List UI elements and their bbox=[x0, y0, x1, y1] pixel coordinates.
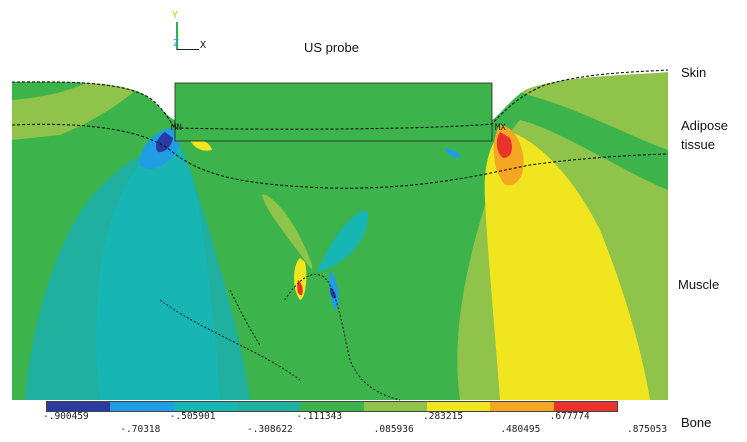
legend-swatch bbox=[47, 402, 111, 411]
contour-accent-left bbox=[190, 139, 212, 151]
z-axis-label: Z bbox=[173, 38, 180, 49]
contour-center-red bbox=[297, 280, 303, 296]
contour-center-left-lobe bbox=[262, 194, 312, 270]
skin-label: Skin bbox=[681, 65, 707, 80]
legend-lower-value: -.308622 bbox=[247, 424, 293, 435]
contour-left-min bbox=[156, 132, 173, 153]
legend-lower-value: -.70318 bbox=[120, 424, 161, 435]
legend-swatch bbox=[490, 402, 554, 411]
skin-boundary bbox=[11, 69, 669, 130]
contour-center-blue bbox=[329, 270, 339, 310]
legend-upper-value: .283215 bbox=[423, 411, 464, 422]
legend-lower-value: .875053 bbox=[627, 424, 668, 435]
adipose-boundary bbox=[11, 123, 669, 189]
y-axis-label: Y bbox=[172, 10, 179, 21]
legend-lower-value: .085936 bbox=[373, 424, 414, 435]
x-axis-label: X bbox=[200, 40, 207, 51]
contour-right-max bbox=[496, 132, 512, 158]
min-marker: MN bbox=[171, 123, 182, 133]
skin-cutout bbox=[12, 62, 668, 120]
x-axis-line bbox=[177, 49, 199, 50]
legend-lower-value: .480495 bbox=[500, 424, 541, 435]
legend-swatch bbox=[300, 402, 364, 411]
contour-left-plume-mid bbox=[96, 135, 220, 400]
legend-upper-value: -.111343 bbox=[296, 411, 343, 422]
contour-center-yellow bbox=[294, 258, 307, 300]
legend-swatch bbox=[553, 402, 617, 411]
muscle-fiber-line bbox=[229, 289, 261, 346]
max-marker: MX bbox=[495, 123, 506, 133]
legend-upper-value: -.900459 bbox=[43, 411, 89, 422]
contour-accent-right bbox=[445, 148, 461, 158]
probe-label: US probe bbox=[304, 40, 359, 55]
coordinate-triad: Y Z X bbox=[160, 10, 220, 60]
adipose-label-line2: tissue bbox=[681, 137, 715, 152]
bone-label: Bone bbox=[681, 415, 712, 430]
legend-swatch bbox=[236, 402, 301, 411]
legend-upper-value: .677774 bbox=[549, 411, 590, 422]
legend-swatch bbox=[173, 402, 237, 411]
muscle-label: Muscle bbox=[678, 277, 720, 292]
adipose-label-line1: Adipose bbox=[681, 118, 728, 133]
color-legend-bar bbox=[46, 401, 618, 412]
contour-center-right-lobe bbox=[318, 210, 369, 272]
legend-swatch bbox=[363, 402, 427, 411]
contour-right-plume-mid bbox=[484, 130, 650, 400]
legend-swatch bbox=[110, 402, 174, 411]
bone-boundary bbox=[159, 273, 401, 401]
legend-upper-value: -.505901 bbox=[169, 411, 216, 422]
y-axis-line bbox=[176, 22, 178, 50]
legend-swatch bbox=[426, 402, 491, 411]
us-probe-block bbox=[174, 82, 493, 142]
